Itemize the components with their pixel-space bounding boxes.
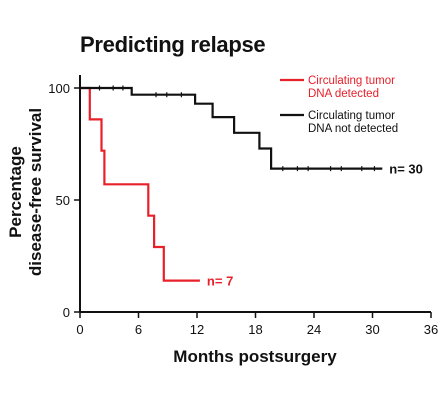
x-tick-label: 24	[307, 322, 321, 337]
x-tick-label: 0	[76, 322, 83, 337]
y-axis-title-line: disease-free survival	[26, 108, 45, 276]
x-tick-label: 18	[248, 322, 262, 337]
y-axis-title: Percentagedisease-free survival	[6, 108, 45, 276]
legend-item: Circulating tumor DNA not detected	[280, 110, 398, 135]
series-line	[80, 86, 200, 282]
x-axis-title: Months postsurgery	[173, 347, 337, 366]
series-group: n= 30	[80, 85, 423, 177]
y-axis-title-line: Percentage	[6, 146, 25, 238]
y-tick-label: 100	[48, 81, 70, 96]
chart-title: Predicting relapse	[80, 32, 266, 57]
series-n-label: n= 30	[389, 162, 423, 177]
series-group: n= 7	[80, 86, 233, 289]
y-tick-label: 0	[63, 305, 70, 320]
legend-label-line: DNA not detected	[308, 123, 398, 135]
legend-label-line: Circulating tumor	[308, 75, 395, 87]
legend-item: Circulating tumor DNA detected	[280, 75, 395, 100]
x-tick-label: 30	[365, 322, 379, 337]
legend-label: Circulating tumor DNA detected	[308, 75, 395, 100]
legend-label: Circulating tumor DNA not detected	[308, 110, 398, 135]
legend-label-line: Circulating tumor	[308, 110, 395, 122]
legend-label-line: DNA detected	[308, 88, 379, 100]
series-n-label: n= 7	[207, 274, 233, 289]
x-tick-label: 36	[424, 322, 438, 337]
x-tick-label: 12	[190, 322, 204, 337]
series-line	[80, 86, 383, 170]
x-tick-label: 6	[135, 322, 142, 337]
y-tick-label: 50	[56, 193, 70, 208]
